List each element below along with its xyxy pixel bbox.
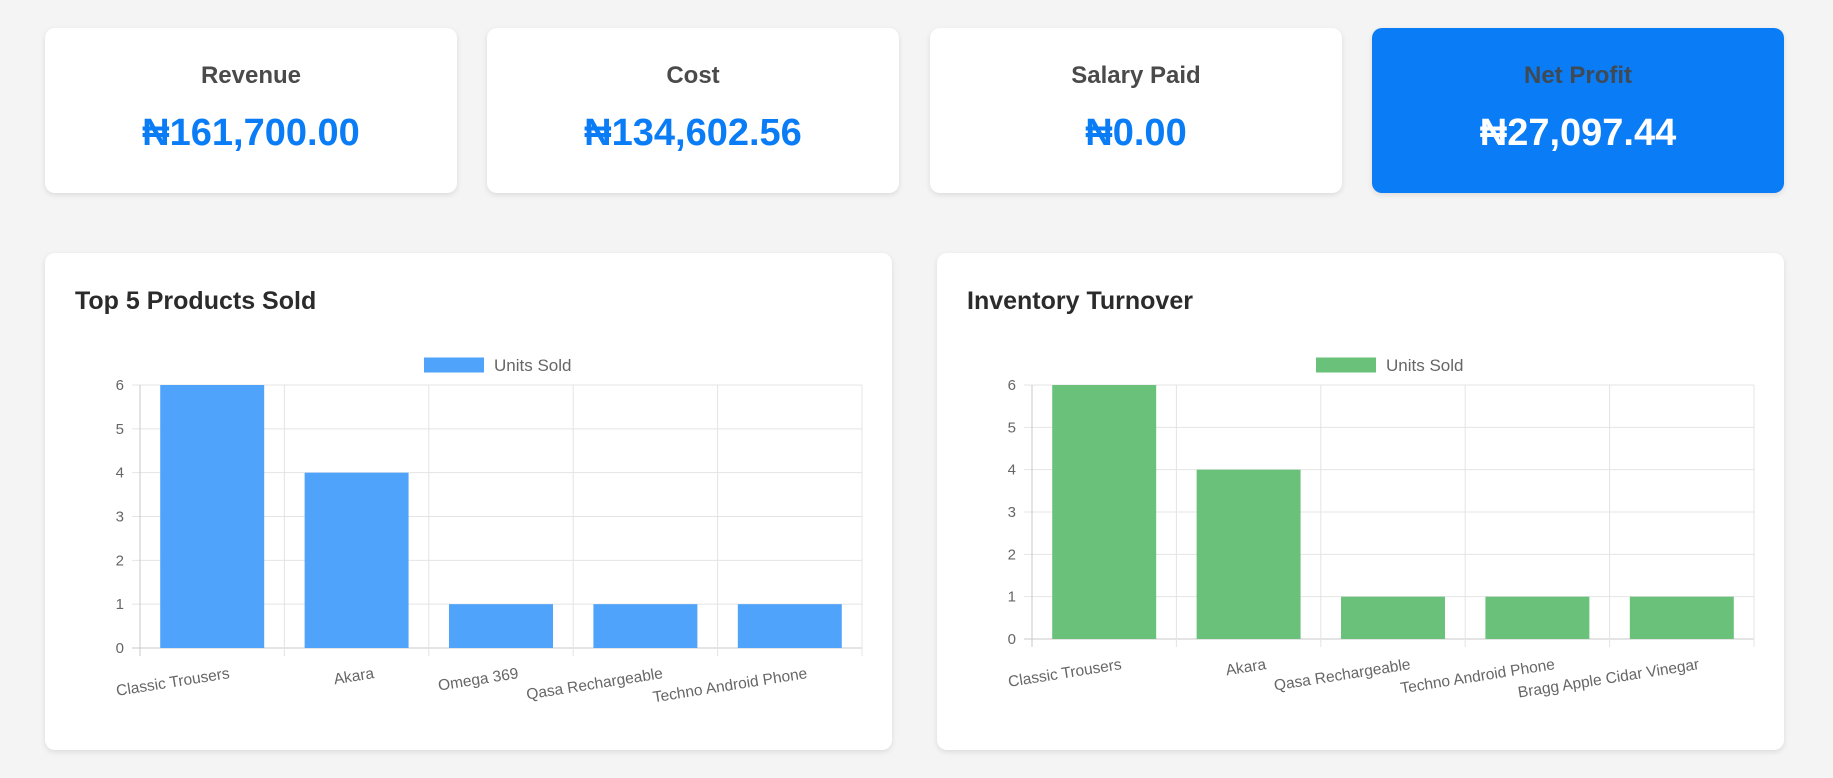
- x-tick-label: Techno Android Phone: [652, 665, 809, 706]
- inventory-turnover-title: Inventory Turnover: [967, 287, 1193, 315]
- net-profit-label: Net Profit: [1524, 62, 1632, 89]
- x-tick-label: Qasa Rechargeable: [1273, 656, 1412, 694]
- inventory-turnover-card: Inventory Turnover Units Sold 0 1 2 3 4 5 6 Clas…: [937, 253, 1784, 750]
- salary-paid-value: ₦0.00: [1085, 112, 1187, 154]
- y-tick-label: 1: [1008, 589, 1016, 606]
- y-tick-label: 5: [1008, 419, 1016, 436]
- inventory-turnover-bar: [1629, 596, 1734, 639]
- top-products-bar: [449, 604, 553, 648]
- revenue-value: ₦161,700.00: [142, 112, 360, 154]
- inventory-turnover-chart: Units Sold 0 1 2 3 4 5 6 Classic Trousers Akara Qa…: [1007, 356, 1755, 702]
- x-tick-label: Akara: [333, 665, 376, 688]
- legend-swatch: [1316, 357, 1376, 373]
- top-products-bar: [160, 385, 265, 648]
- inventory-turnover-bar: [1052, 385, 1157, 639]
- legend-label: Units Sold: [494, 356, 571, 375]
- y-tick-label: 0: [1008, 631, 1016, 648]
- y-tick-label: 3: [1008, 504, 1016, 521]
- y-tick-label: 4: [1008, 462, 1016, 479]
- x-tick-label: Classic Trousers: [1007, 656, 1123, 691]
- top-products-bar: [737, 604, 842, 648]
- x-tick-label: Classic Trousers: [115, 665, 231, 700]
- inventory-turnover-bar: [1196, 469, 1301, 639]
- top-products-title: Top 5 Products Sold: [75, 287, 317, 315]
- x-tick-label: Qasa Rechargeable: [525, 665, 664, 703]
- y-tick-label: 6: [1008, 377, 1016, 394]
- y-tick-label: 6: [116, 377, 124, 394]
- y-tick-label: 0: [116, 640, 124, 657]
- legend-swatch: [424, 357, 484, 373]
- x-tick-label: Akara: [1225, 656, 1268, 679]
- top-products-card: Top 5 Products Sold Units Sold 0 1 2 3 4 5 6 Cla…: [45, 253, 892, 750]
- y-tick-label: 5: [116, 421, 124, 438]
- y-tick-label: 4: [116, 465, 124, 482]
- cost-label: Cost: [666, 62, 720, 89]
- inventory-turnover-bar: [1485, 596, 1590, 639]
- salary-paid-label: Salary Paid: [1071, 62, 1201, 89]
- cost-card: Cost ₦134,602.56: [487, 28, 899, 193]
- top-products-chart: Units Sold 0 1 2 3 4 5 6 Classic Trousers Akara Om…: [115, 356, 863, 706]
- x-tick-label: Omega 369: [437, 665, 520, 694]
- y-tick-label: 3: [116, 509, 124, 526]
- revenue-card: Revenue ₦161,700.00: [45, 28, 457, 193]
- top-products-bar: [304, 472, 409, 648]
- legend-label: Units Sold: [1386, 356, 1463, 375]
- salary-paid-card: Salary Paid ₦0.00: [930, 28, 1342, 193]
- y-tick-label: 2: [116, 552, 124, 569]
- inventory-turnover-bar: [1341, 596, 1445, 639]
- net-profit-value: ₦27,097.44: [1479, 112, 1677, 154]
- net-profit-card: Net Profit ₦27,097.44: [1372, 28, 1784, 193]
- revenue-label: Revenue: [200, 62, 302, 89]
- cost-value: ₦134,602.56: [584, 112, 802, 154]
- top-products-bar: [593, 604, 698, 648]
- y-tick-label: 2: [1008, 546, 1016, 563]
- y-tick-label: 1: [116, 596, 124, 613]
